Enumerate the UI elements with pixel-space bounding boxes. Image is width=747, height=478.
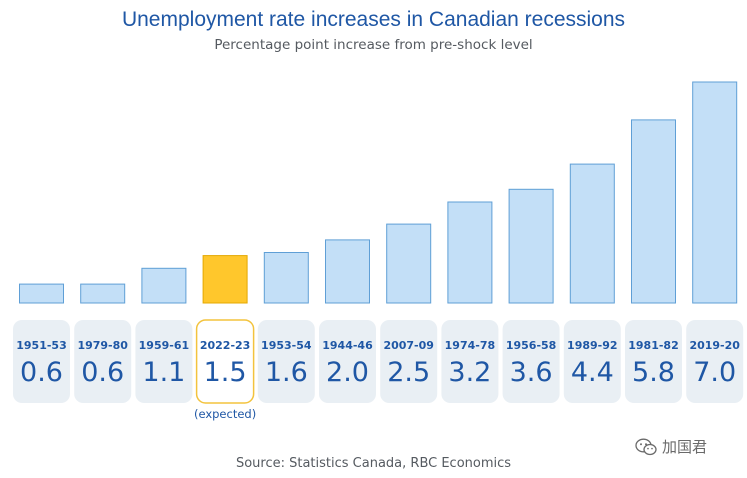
bar-2022-23 — [202, 255, 248, 304]
period-label: 1981-82 — [628, 339, 679, 352]
value-label: 5.8 — [632, 357, 675, 388]
bar-1981-82 — [631, 119, 676, 304]
period-label: 1944-46 — [322, 339, 373, 352]
label-card — [135, 320, 193, 403]
value-label: 1.5 — [204, 357, 247, 388]
value-label: 1.6 — [265, 357, 308, 388]
label-card — [625, 320, 682, 403]
highlight-note: (expected) — [193, 407, 257, 421]
period-label: 1974-78 — [445, 339, 496, 352]
bar-1956-58 — [508, 188, 554, 304]
label-card — [257, 320, 315, 403]
value-label: 2.0 — [326, 357, 369, 388]
value-label: 0.6 — [81, 357, 124, 388]
period-label: 1979-80 — [77, 339, 128, 352]
value-label: 7.0 — [693, 357, 736, 388]
chart-subtitle: Percentage point increase from pre-shock… — [214, 37, 533, 53]
label-card — [502, 320, 560, 403]
label-card — [441, 320, 499, 403]
value-label: 1.1 — [142, 357, 185, 388]
label-card — [686, 320, 744, 403]
period-label: 1953-54 — [261, 339, 312, 352]
chart-title: Unemployment rate increases in Canadian … — [121, 8, 626, 31]
label-card — [74, 320, 132, 403]
bar-1979-80 — [80, 283, 126, 304]
period-label: 2022-23 — [200, 339, 251, 352]
bar-1953-54 — [263, 252, 309, 304]
label-card — [319, 320, 376, 403]
watermark: 加国君 — [635, 436, 707, 457]
bar-1951-53 — [19, 283, 64, 304]
period-label: 1956-58 — [506, 339, 557, 352]
value-label: 0.6 — [20, 357, 63, 388]
bar-1944-46 — [325, 239, 370, 304]
bar-1974-78 — [447, 201, 493, 304]
period-label: 1959-61 — [139, 339, 190, 352]
period-label: 2019-20 — [689, 339, 740, 352]
label-card — [195, 319, 255, 404]
value-label: 3.2 — [448, 357, 491, 388]
period-label: 1951-53 — [16, 339, 67, 352]
value-label: 3.6 — [510, 357, 553, 388]
source-note: Source: Statistics Canada, RBC Economics — [235, 456, 512, 471]
wechat-icon — [635, 438, 657, 455]
label-card — [380, 320, 438, 403]
label-card — [563, 320, 621, 403]
label-card — [13, 320, 70, 403]
watermark-text: 加国君 — [662, 438, 708, 456]
bar-1989-92 — [569, 163, 615, 304]
period-label: 2007-09 — [383, 339, 434, 352]
bar-2007-09 — [386, 223, 432, 304]
bar-2019-20 — [692, 81, 738, 304]
period-label: 1989-92 — [567, 339, 618, 352]
value-label: 4.4 — [571, 357, 614, 388]
bar-1959-61 — [141, 267, 187, 304]
value-label: 2.5 — [387, 357, 430, 388]
